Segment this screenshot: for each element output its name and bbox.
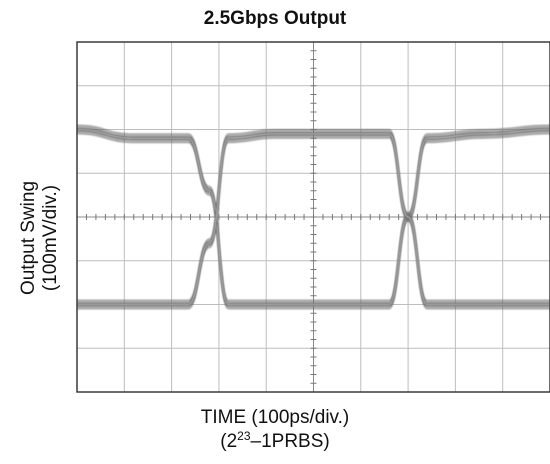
x-axis-label-base: (2 (220, 431, 238, 452)
eye-trace (77, 134, 550, 308)
x-axis-label-line2: (223–1PRBS) (0, 430, 550, 454)
y-axis-label-line1: Output Swing (18, 180, 39, 296)
eye-trace-highlight (76, 129, 550, 305)
eye-trace-highlight (76, 133, 550, 305)
eye-trace (76, 126, 550, 304)
eye-trace (76, 130, 550, 308)
traces (76, 124, 550, 310)
eye-trace (77, 136, 550, 310)
plot-frame (76, 41, 550, 393)
x-axis-label: TIME (100ps/div.) (223–1PRBS) (0, 406, 550, 454)
x-axis-label-rest: –1PRBS) (250, 431, 330, 452)
eye-trace (77, 128, 550, 302)
y-axis-label-line2: (100mV/div.) (40, 184, 61, 292)
x-axis-label-line1: TIME (100ps/div.) (200, 407, 350, 428)
y-axis-label: Output Swing (100mV/div.) (18, 88, 62, 388)
eye-trace (76, 132, 550, 310)
eye-trace (76, 124, 550, 302)
eye-trace (77, 130, 550, 304)
chart-title: 2.5Gbps Output (203, 8, 347, 29)
x-axis-label-exponent: 23 (237, 429, 251, 443)
